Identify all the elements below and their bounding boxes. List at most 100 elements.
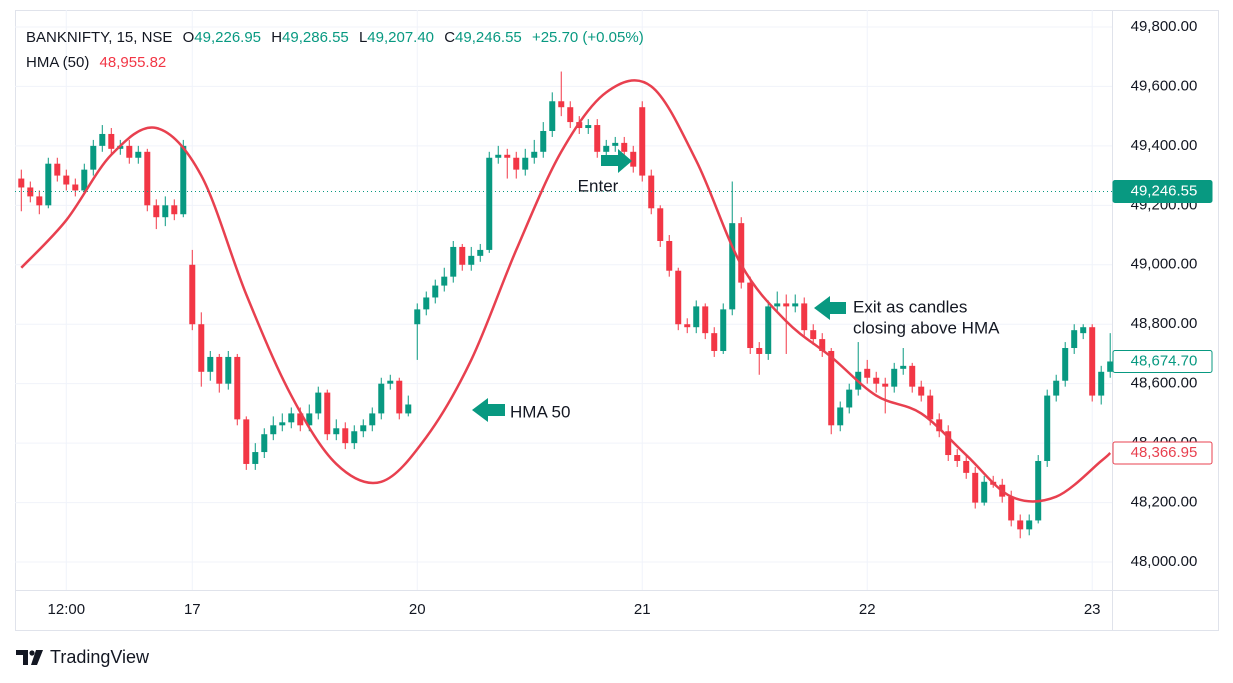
y-tick-label: 48,800.00: [1131, 315, 1198, 332]
candle-body: [873, 377, 880, 384]
candle-body: [882, 383, 889, 387]
candle-body: [936, 419, 943, 432]
ohlc-value: 49,207.40: [367, 29, 434, 46]
x-tick-label: 23: [1084, 601, 1101, 618]
last-price-label-box: [1112, 349, 1213, 373]
x-tick-label: 12:00: [48, 601, 86, 618]
logo: TradingView: [16, 647, 150, 667]
candle-body: [693, 306, 700, 328]
candle-body: [342, 428, 349, 444]
candle-body: [441, 276, 448, 286]
candle-body: [486, 157, 493, 250]
candle-body: [450, 246, 457, 277]
enter-arrow: [601, 149, 632, 173]
candle-body: [585, 125, 592, 129]
candle-body: [108, 133, 115, 149]
y-tick-label: 48,600.00: [1131, 375, 1198, 392]
candle-body: [810, 330, 817, 340]
candle-body: [711, 333, 718, 351]
candle-body: [639, 107, 646, 176]
logo-mark: [29, 650, 35, 656]
candle-body: [738, 223, 745, 283]
candle-body: [792, 303, 799, 307]
candle-body: [225, 356, 232, 384]
x-tick-label: 20: [409, 601, 426, 618]
candle-body: [945, 431, 952, 456]
candle-body: [405, 404, 412, 414]
candle-body: [1008, 496, 1015, 521]
indicator-name: HMA (50): [26, 54, 89, 71]
candle-body: [684, 324, 691, 328]
candle-body: [18, 178, 25, 188]
candle-body: [558, 101, 565, 108]
candle-body: [126, 145, 133, 158]
candle-body: [360, 425, 367, 432]
header-line: BANKNIFTY, 15, NSE O49,226.95 H49,286.55…: [26, 29, 644, 46]
candle-body: [1026, 520, 1033, 530]
candle-body: [567, 107, 574, 123]
y-tick-label: 48,200.00: [1131, 494, 1198, 511]
candle-body: [783, 303, 790, 307]
enter-label: Enter: [578, 176, 619, 195]
symbol: BANKNIFTY, 15, NSE: [26, 29, 172, 46]
plot-area: [15, 71, 1114, 539]
candle-body: [1035, 460, 1042, 521]
candle-body: [63, 175, 70, 185]
candle-body: [81, 169, 88, 191]
exit-arrow: [814, 296, 846, 320]
candle-body: [603, 145, 610, 152]
candle-body: [45, 163, 52, 206]
candle-body: [828, 350, 835, 426]
axes: 48,000.0048,200.0048,400.0048,600.0048,8…: [48, 18, 1213, 618]
logo-mark: [16, 650, 28, 665]
candle-body: [1089, 327, 1096, 396]
candle-body: [99, 133, 106, 146]
candle-body: [270, 425, 277, 435]
grid: [15, 10, 1112, 590]
candle-body: [675, 270, 682, 325]
y-tick-label: 49,000.00: [1131, 256, 1198, 273]
candle-body: [702, 306, 709, 334]
candle-body: [72, 184, 79, 191]
candle-body: [414, 309, 421, 325]
exit-label: Exit as candles: [853, 297, 967, 316]
candle-body: [495, 154, 502, 158]
hma-price-label: 48,366.95: [1131, 444, 1198, 461]
x-tick-label: 22: [859, 601, 876, 618]
hma-line: [20, 79, 1112, 503]
candle-body: [288, 413, 295, 423]
candle-body: [387, 380, 394, 384]
price-line-label: 49,246.55: [1131, 182, 1198, 199]
y-tick-label: 49,800.00: [1131, 18, 1198, 35]
candle-body: [306, 413, 313, 426]
candle-body: [891, 368, 898, 387]
x-tick-label: 17: [184, 601, 201, 618]
candle-body: [27, 187, 34, 197]
candle-body: [243, 419, 250, 464]
candle-body: [801, 303, 808, 331]
candle-body: [279, 422, 286, 426]
chart-frame: [15, 10, 1219, 631]
candle-body: [612, 142, 619, 146]
y-tick-label: 49,400.00: [1131, 137, 1198, 154]
candle-body: [153, 205, 160, 218]
ohlc-key: H: [271, 29, 282, 46]
candle-body: [423, 297, 430, 310]
candle-body: [729, 223, 736, 310]
candle-body: [1044, 395, 1051, 461]
candle-body: [927, 395, 934, 420]
candle-body: [477, 249, 484, 256]
candle-body: [207, 356, 214, 372]
y-tick-label: 48,000.00: [1131, 553, 1198, 570]
brand: TradingView: [50, 647, 150, 667]
candle-body: [666, 240, 673, 271]
candle-body: [576, 122, 583, 129]
hma-label: HMA 50: [510, 402, 570, 421]
candle-body: [621, 142, 628, 152]
candle-body: [144, 151, 151, 206]
candle-body: [918, 386, 925, 396]
candle-body: [972, 472, 979, 503]
x-tick-label: 21: [634, 601, 651, 618]
candle-body: [756, 348, 763, 354]
